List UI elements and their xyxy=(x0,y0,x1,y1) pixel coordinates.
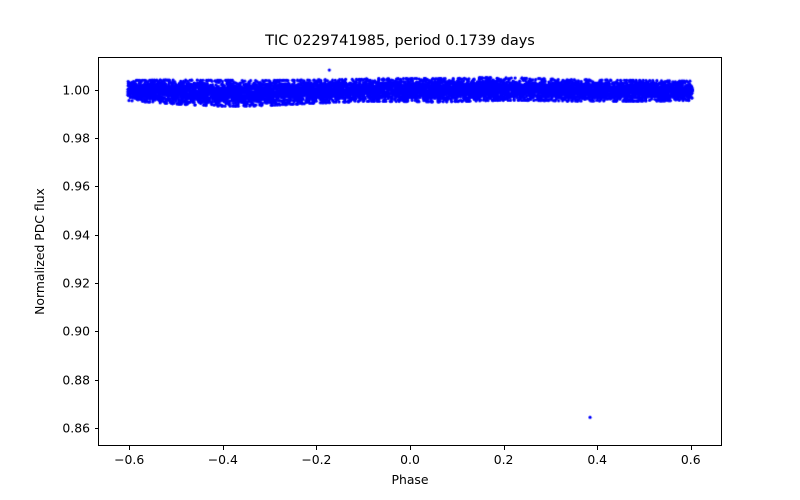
y-tick-label: 0.86 xyxy=(62,420,90,436)
y-tick-label: 0.96 xyxy=(62,178,90,194)
y-tick-mark xyxy=(94,137,98,139)
x-tick-mark xyxy=(410,446,411,450)
y-tick-mark xyxy=(94,427,98,429)
x-tick-mark xyxy=(222,446,224,450)
x-tick-label: 0.2 xyxy=(493,452,514,467)
y-tick-mark xyxy=(94,331,98,333)
scatter-plot-canvas xyxy=(99,58,721,445)
x-tick-mark xyxy=(690,446,692,450)
y-tick-label: 0.90 xyxy=(62,323,90,339)
x-tick-mark xyxy=(597,446,599,450)
plot-axes xyxy=(98,57,722,446)
y-tick-label: 1.00 xyxy=(62,82,90,98)
y-tick-label: 0.92 xyxy=(62,275,90,291)
y-tick-label: 0.88 xyxy=(62,372,90,388)
x-tick-label: −0.2 xyxy=(301,452,332,467)
x-tick-label: 0.0 xyxy=(400,452,420,467)
x-tick-label: −0.6 xyxy=(114,452,145,467)
x-axis-label: Phase xyxy=(391,472,429,487)
y-axis-label: Normalized PDC flux xyxy=(32,188,47,315)
x-tick-label: −0.4 xyxy=(207,452,238,467)
y-tick-mark xyxy=(94,234,98,236)
x-tick-mark xyxy=(316,446,318,450)
y-tick-mark xyxy=(94,282,98,284)
y-tick-mark xyxy=(94,186,98,188)
chart-title: TIC 0229741985, period 0.1739 days xyxy=(265,33,535,49)
x-tick-label: 0.6 xyxy=(680,452,701,467)
y-tick-label: 0.94 xyxy=(62,227,90,243)
x-tick-label: 0.4 xyxy=(587,452,608,467)
x-tick-mark xyxy=(129,446,131,450)
y-tick-label: 0.98 xyxy=(62,130,90,146)
y-tick-mark xyxy=(94,89,98,91)
x-tick-mark xyxy=(503,446,505,450)
y-tick-mark xyxy=(94,379,98,381)
